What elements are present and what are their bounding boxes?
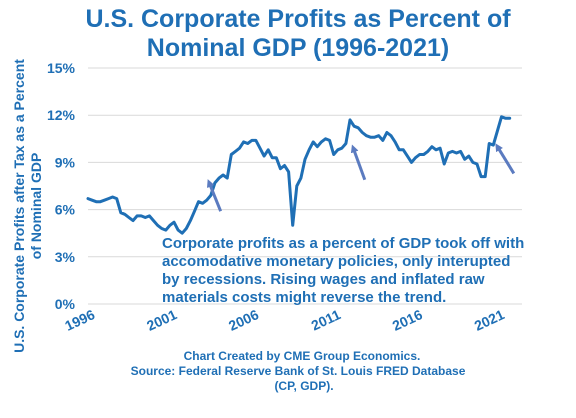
y-tick-label-2: 6%: [55, 202, 76, 218]
arrow-1: [350, 144, 367, 181]
series-line: [86, 115, 512, 235]
grid-lines: [88, 67, 522, 305]
source-line-1: Chart Created by CME Group Economics.: [184, 349, 421, 363]
annotation: Corporate profits as a percent of GDP to…: [162, 235, 524, 306]
y-axis-label: U.S. Corporate Profits after Tax as a Pe…: [11, 59, 44, 353]
y-axis-label-line-2: of Nominal GDP: [28, 153, 44, 260]
x-tick-label-4: 2016: [390, 306, 425, 334]
annotation-line-3: by recessions. Rising wages and inflated…: [162, 271, 485, 288]
source-line-2: Source: Federal Reserve Bank of St. Loui…: [131, 364, 466, 378]
annotation-line-2: accomodative monetary policies, only int…: [162, 253, 510, 270]
annotation-arrows: [206, 143, 516, 212]
y-tick-label-4: 12%: [47, 107, 76, 123]
chart-title-line-1: U.S. Corporate Profits as Percent of: [85, 5, 511, 33]
annotation-line-1: Corporate profits as a percent of GDP to…: [162, 235, 524, 252]
x-tick-label-5: 2021: [472, 306, 507, 334]
y-tick-label-0: 0%: [55, 296, 76, 312]
source-line-3: (CP, GDP).: [274, 379, 333, 393]
x-tick-label-2: 2006: [226, 306, 261, 334]
y-tick-label-1: 3%: [55, 249, 76, 265]
chart-title-line-2: Nominal GDP (1996-2021): [147, 34, 449, 62]
source-note: Chart Created by CME Group Economics. So…: [131, 349, 466, 393]
arrow-0: [206, 179, 223, 212]
x-tick-label-1: 2001: [144, 306, 179, 334]
y-axis-label-line-1: U.S. Corporate Profits after Tax as a Pe…: [11, 59, 27, 353]
x-tick-label-3: 2011: [309, 306, 343, 333]
y-tick-labels: 0% 3% 6% 9% 12% 15%: [47, 60, 76, 312]
arrow-2: [495, 143, 516, 175]
y-tick-label-5: 15%: [47, 60, 76, 76]
annotation-line-4: materials costs might reverse the trend.: [162, 289, 446, 306]
y-tick-label-3: 9%: [55, 154, 76, 170]
x-tick-labels: 1996 2001 2006 2011 2016 2021: [62, 306, 507, 334]
